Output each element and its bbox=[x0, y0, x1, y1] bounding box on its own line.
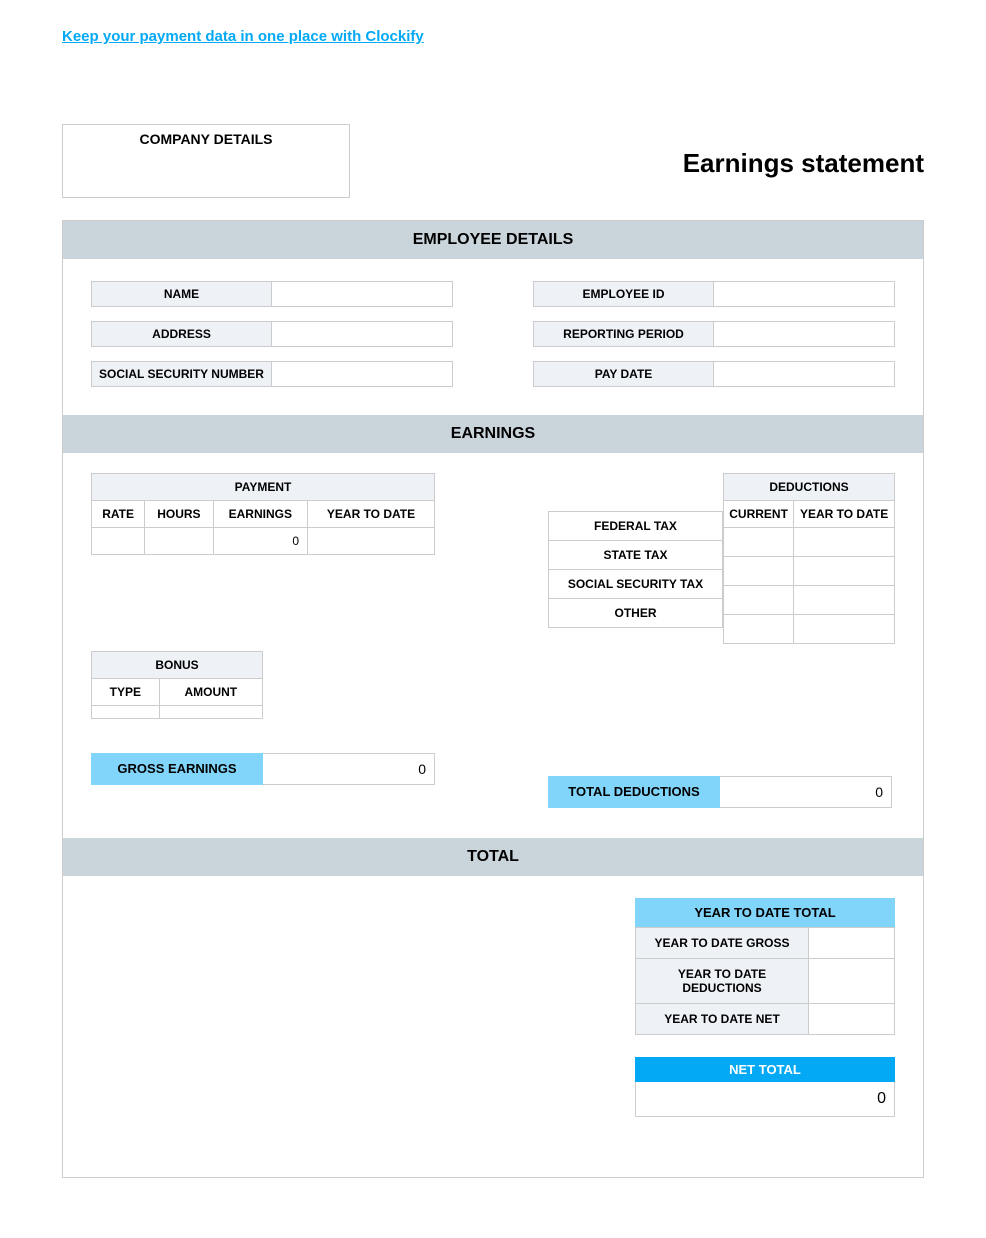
col-current: CURRENT bbox=[724, 501, 794, 528]
ytd-row-value[interactable] bbox=[809, 959, 895, 1004]
payment-header: PAYMENT bbox=[92, 474, 435, 501]
gross-earnings-row: GROSS EARNINGS 0 bbox=[91, 753, 435, 785]
cell-ded-current[interactable] bbox=[724, 528, 794, 557]
field-label: PAY DATE bbox=[533, 361, 714, 387]
payment-table: PAYMENT RATE HOURS EARNINGS YEAR TO DATE… bbox=[91, 473, 435, 555]
col-type: TYPE bbox=[92, 679, 160, 706]
col-hours: HOURS bbox=[145, 501, 213, 528]
statement-container: EMPLOYEE DETAILS NAME ADDRESS SOCIAL SEC… bbox=[62, 220, 924, 1178]
cell-ded-ytd[interactable] bbox=[794, 615, 895, 644]
statement-title: Earnings statement bbox=[683, 148, 924, 179]
total-deductions-label: TOTAL DEDUCTIONS bbox=[548, 776, 720, 808]
section-header-earnings: EARNINGS bbox=[63, 415, 923, 453]
ytd-total-header: YEAR TO DATE TOTAL bbox=[635, 898, 895, 927]
col-earnings: EARNINGS bbox=[213, 501, 307, 528]
deductions-labels: FEDERAL TAX STATE TAX SOCIAL SECURITY TA… bbox=[548, 511, 723, 628]
deductions-header: DEDUCTIONS bbox=[724, 474, 895, 501]
bonus-table: BONUS TYPE AMOUNT bbox=[91, 651, 263, 719]
col-amount: AMOUNT bbox=[159, 679, 262, 706]
gross-earnings-label: GROSS EARNINGS bbox=[91, 753, 263, 785]
cell-ded-current[interactable] bbox=[724, 586, 794, 615]
field-pay-date: PAY DATE bbox=[533, 361, 895, 387]
col-ytd: YEAR TO DATE bbox=[308, 501, 435, 528]
cell-ded-current[interactable] bbox=[724, 557, 794, 586]
total-deductions-row: TOTAL DEDUCTIONS 0 bbox=[548, 776, 895, 808]
ded-row-label: OTHER bbox=[549, 599, 723, 628]
net-total-value: 0 bbox=[635, 1082, 895, 1117]
net-total-header: NET TOTAL bbox=[635, 1057, 895, 1082]
field-label: ADDRESS bbox=[91, 321, 272, 347]
section-header-employee: EMPLOYEE DETAILS bbox=[63, 221, 923, 259]
ded-row-label: SOCIAL SECURITY TAX bbox=[549, 570, 723, 599]
bonus-header: BONUS bbox=[92, 652, 263, 679]
field-label: NAME bbox=[91, 281, 272, 307]
field-name: NAME bbox=[91, 281, 453, 307]
field-label: REPORTING PERIOD bbox=[533, 321, 714, 347]
ytd-net-row: YEAR TO DATE NET bbox=[635, 1004, 895, 1035]
cell-bonus-amount[interactable] bbox=[159, 706, 262, 719]
section-header-total: TOTAL bbox=[63, 838, 923, 876]
promo-link[interactable]: Keep your payment data in one place with… bbox=[62, 28, 424, 45]
ded-row-label: STATE TAX bbox=[549, 541, 723, 570]
cell-ded-current[interactable] bbox=[724, 615, 794, 644]
gross-earnings-value: 0 bbox=[263, 753, 435, 785]
ytd-row-label: YEAR TO DATE DEDUCTIONS bbox=[635, 959, 809, 1004]
company-details-box: COMPANY DETAILS bbox=[62, 124, 350, 198]
field-value[interactable] bbox=[714, 361, 895, 387]
ytd-ded-row: YEAR TO DATE DEDUCTIONS bbox=[635, 959, 895, 1004]
field-employee-id: EMPLOYEE ID bbox=[533, 281, 895, 307]
ytd-row-label: YEAR TO DATE NET bbox=[635, 1004, 809, 1035]
cell-ytd[interactable] bbox=[308, 528, 435, 555]
field-ssn: SOCIAL SECURITY NUMBER bbox=[91, 361, 453, 387]
cell-ded-ytd[interactable] bbox=[794, 586, 895, 615]
cell-ded-ytd[interactable] bbox=[794, 528, 895, 557]
col-rate: RATE bbox=[92, 501, 145, 528]
field-value[interactable] bbox=[272, 281, 453, 307]
field-value[interactable] bbox=[272, 361, 453, 387]
cell-bonus-type[interactable] bbox=[92, 706, 160, 719]
field-address: ADDRESS bbox=[91, 321, 453, 347]
ytd-row-value[interactable] bbox=[809, 927, 895, 959]
ded-row-label: FEDERAL TAX bbox=[549, 512, 723, 541]
cell-ded-ytd[interactable] bbox=[794, 557, 895, 586]
ytd-row-value[interactable] bbox=[809, 1004, 895, 1035]
deductions-table: DEDUCTIONS CURRENT YEAR TO DATE bbox=[723, 473, 895, 644]
field-reporting-period: REPORTING PERIOD bbox=[533, 321, 895, 347]
field-value[interactable] bbox=[714, 281, 895, 307]
cell-hours[interactable] bbox=[145, 528, 213, 555]
cell-earnings[interactable]: 0 bbox=[213, 528, 307, 555]
field-value[interactable] bbox=[714, 321, 895, 347]
ytd-row-label: YEAR TO DATE GROSS bbox=[635, 927, 809, 959]
col-ytd: YEAR TO DATE bbox=[794, 501, 895, 528]
field-label: SOCIAL SECURITY NUMBER bbox=[91, 361, 272, 387]
field-label: EMPLOYEE ID bbox=[533, 281, 714, 307]
cell-rate[interactable] bbox=[92, 528, 145, 555]
ytd-gross-row: YEAR TO DATE GROSS bbox=[635, 927, 895, 959]
field-value[interactable] bbox=[272, 321, 453, 347]
total-deductions-value: 0 bbox=[720, 776, 892, 808]
